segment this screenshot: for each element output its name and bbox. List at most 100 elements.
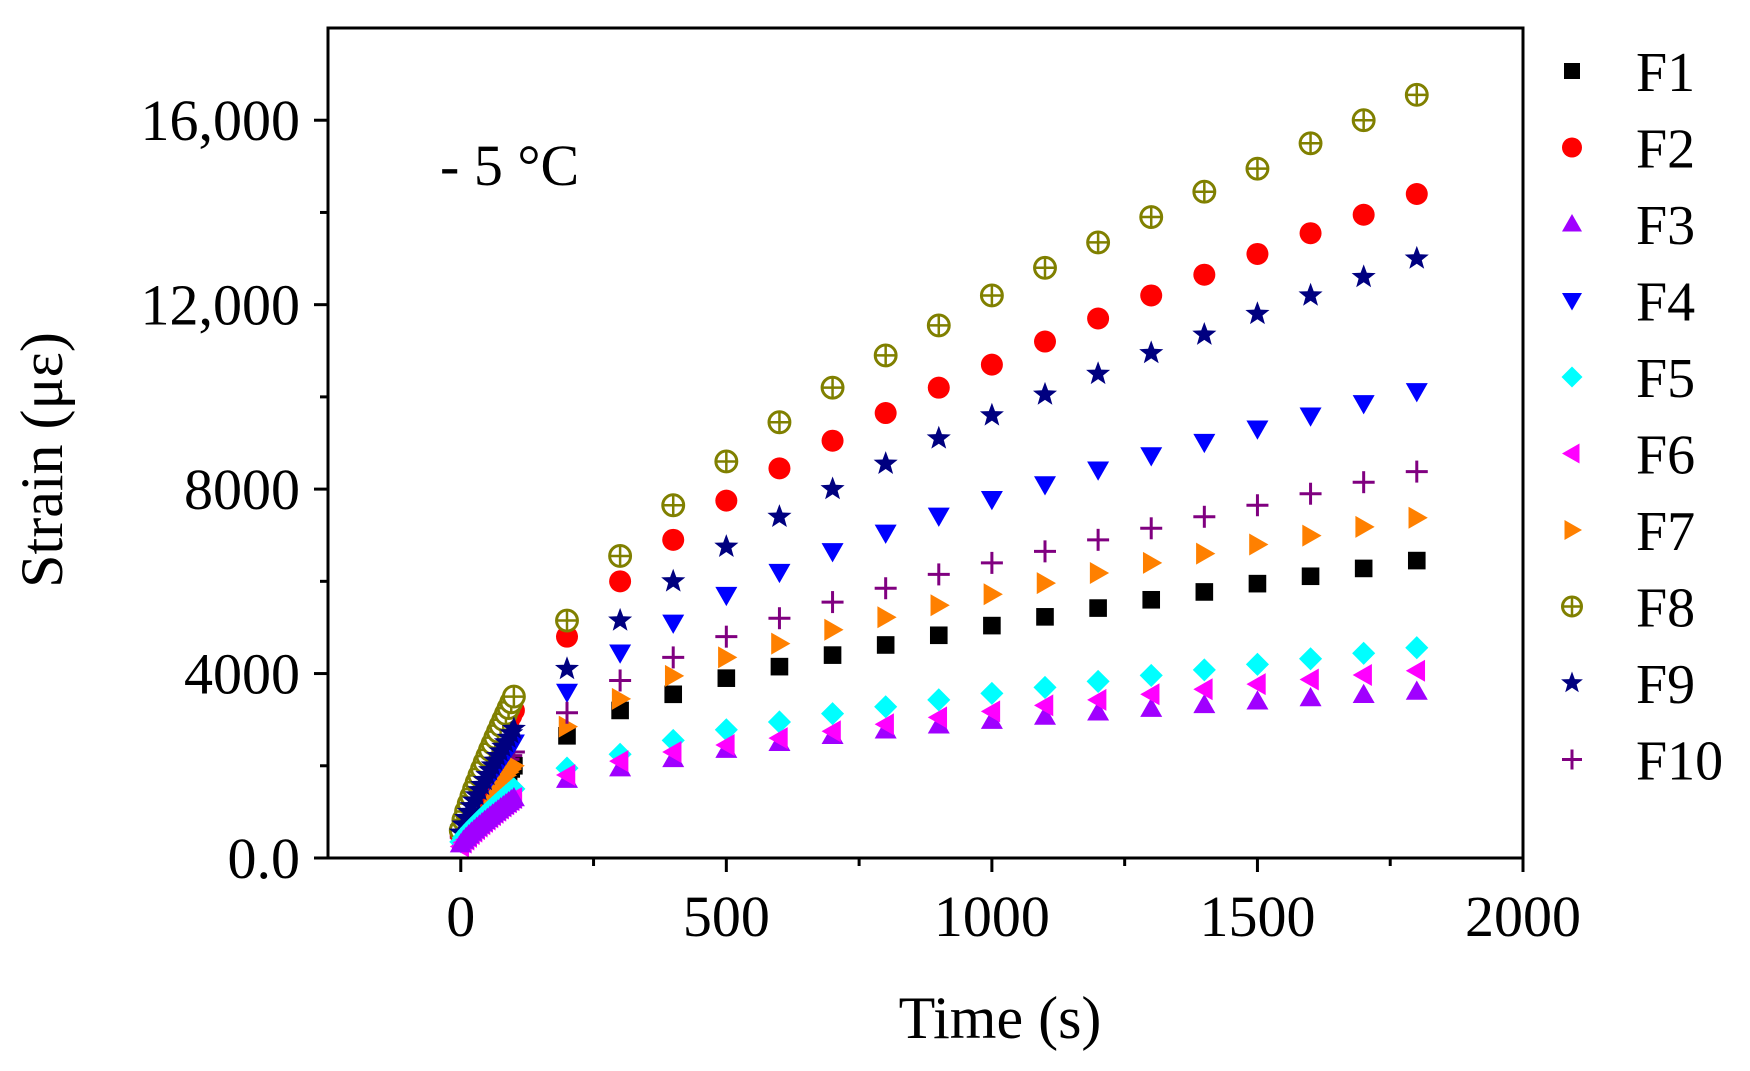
data-point (1089, 562, 1110, 585)
data-point (979, 402, 1004, 426)
data-point (1352, 641, 1376, 665)
data-point (1246, 673, 1266, 696)
data-point (556, 701, 578, 724)
data-point (662, 614, 685, 634)
data-point (1193, 678, 1213, 701)
data-points-layer (555, 82, 1429, 788)
data-point (821, 720, 841, 743)
legend-marker (1564, 520, 1582, 540)
legend-label: F7 (1636, 501, 1695, 563)
data-point (1140, 517, 1163, 540)
data-point (1248, 574, 1267, 593)
data-point (1302, 524, 1322, 547)
data-point (1404, 82, 1429, 107)
data-point (767, 410, 792, 435)
data-point (1142, 551, 1163, 574)
data-point (1034, 330, 1056, 353)
data-point (1352, 663, 1372, 686)
data-point (1033, 255, 1057, 280)
series-F8 (555, 82, 1429, 633)
y-tick-label: 8000 (184, 457, 300, 522)
data-point (1193, 693, 1216, 714)
data-point (1405, 460, 1428, 483)
data-point (770, 657, 789, 676)
legend-label: F8 (1636, 578, 1695, 640)
early-data-point (501, 716, 526, 740)
data-point (556, 764, 576, 786)
legend-marker (1562, 443, 1580, 464)
data-point (927, 714, 950, 734)
y-tick-label: 0.0 (228, 826, 301, 891)
legend-label: F6 (1636, 425, 1695, 487)
data-point (1405, 680, 1428, 700)
data-point (1087, 688, 1107, 711)
data-point (1245, 301, 1270, 325)
data-point (1299, 222, 1322, 245)
data-point (1036, 572, 1056, 595)
series-F6 (556, 659, 1426, 786)
data-point (768, 563, 791, 584)
data-point (980, 700, 1001, 723)
data-point (1299, 686, 1322, 707)
data-point (1352, 203, 1375, 226)
data-point (874, 577, 897, 600)
data-point (1086, 361, 1111, 385)
data-point (1352, 395, 1375, 415)
series-F1 (558, 551, 1426, 745)
legend-marker (1562, 137, 1582, 158)
legend-item: F10 (1562, 731, 1723, 793)
plot-border (326, 26, 1525, 860)
data-point (983, 616, 1001, 635)
legend-marker (1561, 366, 1583, 388)
data-point (662, 646, 685, 669)
series-F10 (556, 460, 1428, 724)
data-point (821, 702, 845, 726)
legend-item: F9 (1561, 654, 1695, 716)
legend-label: F10 (1636, 731, 1723, 793)
legend-marker (1564, 63, 1580, 79)
data-point (821, 591, 844, 614)
data-point (1140, 697, 1163, 717)
data-point (1196, 542, 1216, 565)
data-point (1355, 515, 1375, 538)
legend-item: F7 (1564, 501, 1695, 563)
legend-marker (1562, 749, 1582, 770)
data-point (715, 625, 738, 648)
data-point (1298, 282, 1323, 306)
data-point (1034, 476, 1056, 496)
data-point (929, 626, 948, 645)
legend-label: F3 (1636, 195, 1695, 257)
data-point (1193, 263, 1216, 286)
data-point (715, 489, 738, 512)
data-point (555, 608, 579, 633)
early-data-point (505, 754, 525, 777)
data-point (662, 528, 685, 551)
legend-item: F4 (1562, 272, 1695, 334)
data-point (1140, 683, 1160, 706)
legend-item: F2 (1562, 119, 1695, 181)
data-point (1351, 264, 1376, 288)
data-point (820, 375, 845, 400)
data-point (771, 632, 791, 655)
data-point (768, 607, 791, 630)
data-point (1352, 683, 1375, 704)
data-point (1246, 242, 1269, 265)
data-point (611, 687, 632, 710)
data-point (1299, 668, 1319, 691)
x-tick-label: 2000 (1465, 884, 1581, 949)
data-point (1034, 694, 1054, 717)
data-point (1299, 647, 1323, 671)
data-point (1034, 705, 1056, 725)
early-data-point (501, 684, 526, 709)
data-point (661, 493, 686, 518)
series-F7 (558, 506, 1428, 738)
data-point (926, 313, 951, 338)
data-point (1246, 494, 1269, 517)
data-point (555, 656, 579, 680)
y-tick-label: 16,000 (141, 88, 301, 153)
data-point (1086, 230, 1111, 255)
data-point (718, 646, 738, 669)
x-tick-label: 0 (446, 884, 475, 949)
